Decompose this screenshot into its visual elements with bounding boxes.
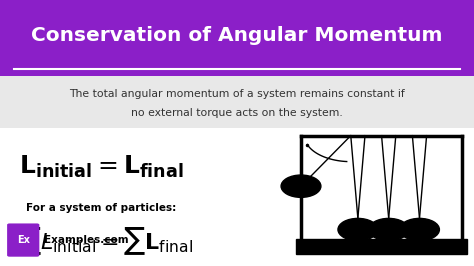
Circle shape bbox=[400, 218, 439, 241]
Circle shape bbox=[338, 218, 378, 241]
Bar bbox=[0, 0, 474, 76]
Bar bbox=[296, 239, 467, 254]
Text: no external torque acts on the system.: no external torque acts on the system. bbox=[131, 108, 343, 118]
Text: Examples.com: Examples.com bbox=[44, 235, 129, 245]
Bar bbox=[0, 76, 474, 128]
Text: Conservation of Angular Momentum: Conservation of Angular Momentum bbox=[31, 26, 443, 45]
Text: For a system of particles:: For a system of particles: bbox=[26, 203, 176, 213]
Circle shape bbox=[281, 175, 321, 197]
Text: Ex: Ex bbox=[17, 235, 30, 245]
Text: $\mathbf{L}_{\mathbf{initial}} = \mathbf{L}_{\mathbf{final}}$: $\mathbf{L}_{\mathbf{initial}} = \mathbf… bbox=[19, 153, 184, 180]
FancyBboxPatch shape bbox=[7, 223, 39, 257]
Text: $\sum L_{\mathrm{initial}} = \sum\mathbf{L}_{\mathrm{final}}$: $\sum L_{\mathrm{initial}} = \sum\mathbf… bbox=[19, 225, 193, 257]
Text: The total angular momentum of a system remains constant if: The total angular momentum of a system r… bbox=[69, 89, 405, 99]
Bar bbox=[0, 128, 474, 266]
Circle shape bbox=[369, 218, 409, 241]
